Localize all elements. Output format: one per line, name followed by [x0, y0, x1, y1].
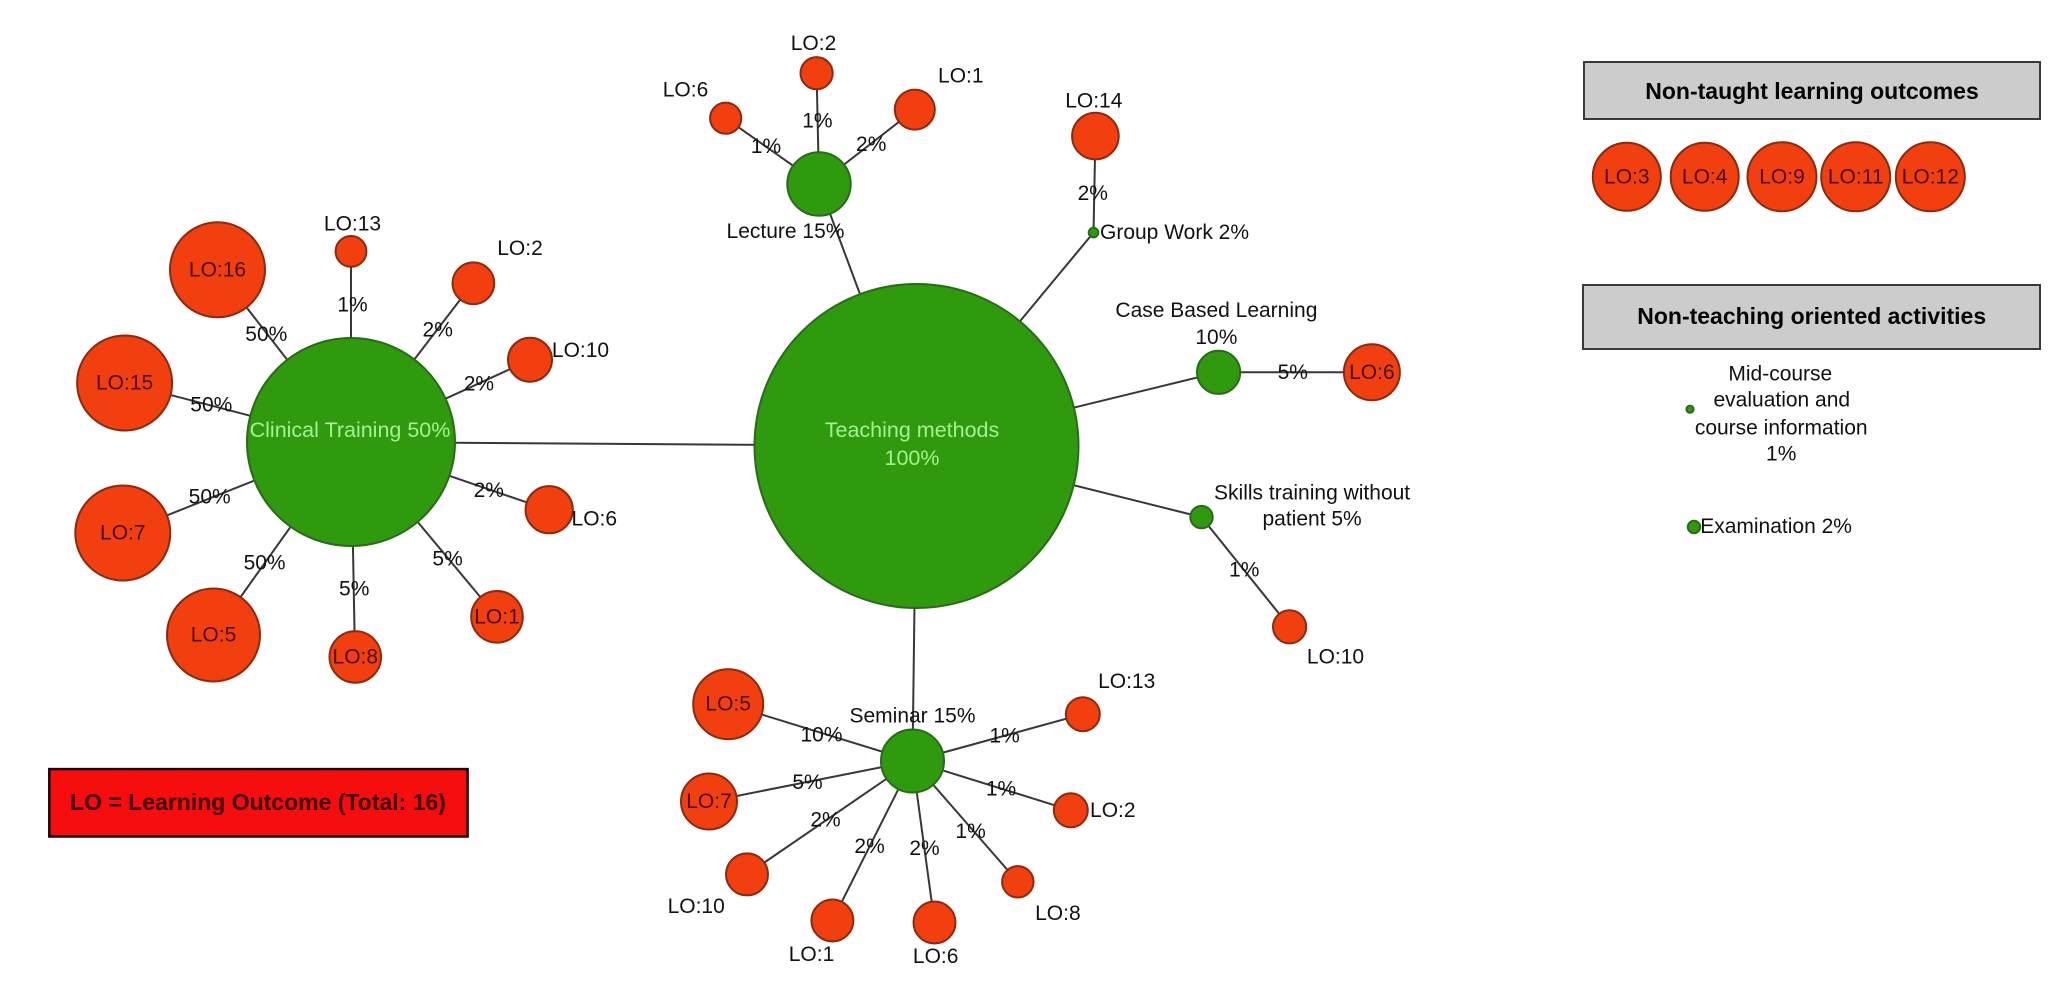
svg-text:1%: 1%: [955, 820, 985, 843]
svg-text:Examination 2%: Examination 2%: [1700, 515, 1852, 538]
svg-text:10%: 10%: [1195, 326, 1237, 349]
svg-text:Non-taught learning outcomes: Non-taught learning outcomes: [1645, 78, 1979, 104]
svg-text:LO:1: LO:1: [938, 64, 984, 87]
svg-text:LO:3: LO:3: [1604, 165, 1650, 188]
svg-text:LO:2: LO:2: [1090, 799, 1136, 822]
svg-text:LO:8: LO:8: [333, 645, 379, 668]
svg-text:2%: 2%: [464, 372, 494, 395]
svg-text:2%: 2%: [856, 133, 886, 156]
svg-text:LO:5: LO:5: [191, 624, 237, 647]
svg-text:1%: 1%: [337, 294, 367, 317]
svg-text:1%: 1%: [751, 135, 781, 158]
svg-text:course information: course information: [1695, 416, 1868, 439]
svg-text:LO:1: LO:1: [789, 943, 835, 966]
svg-text:Case Based Learning: Case Based Learning: [1115, 299, 1317, 322]
svg-text:1%: 1%: [989, 725, 1019, 748]
svg-text:LO:15: LO:15: [96, 372, 153, 395]
svg-text:Group Work 2%: Group Work 2%: [1100, 221, 1249, 244]
svg-text:1%: 1%: [986, 778, 1016, 801]
svg-text:LO:10: LO:10: [1307, 645, 1364, 668]
svg-text:LO:1: LO:1: [474, 605, 520, 628]
svg-text:LO:14: LO:14: [1065, 90, 1123, 113]
svg-text:LO:10: LO:10: [552, 339, 609, 362]
svg-text:LO:11: LO:11: [1828, 165, 1884, 188]
svg-text:LO:13: LO:13: [1098, 670, 1155, 693]
svg-text:50%: 50%: [244, 552, 286, 575]
svg-text:Lecture 15%: Lecture 15%: [727, 220, 845, 243]
svg-text:LO:5: LO:5: [705, 693, 751, 716]
svg-text:2%: 2%: [909, 837, 939, 860]
svg-text:LO:13: LO:13: [324, 213, 381, 236]
svg-text:Skills training without: Skills training without: [1214, 481, 1410, 504]
svg-text:2%: 2%: [810, 809, 840, 832]
svg-text:LO:9: LO:9: [1759, 165, 1805, 188]
svg-text:2%: 2%: [423, 319, 453, 342]
svg-text:LO:12: LO:12: [1902, 165, 1959, 188]
svg-text:1%: 1%: [1766, 443, 1796, 466]
svg-text:LO:6: LO:6: [663, 79, 709, 102]
svg-text:LO:8: LO:8: [1035, 902, 1081, 925]
svg-text:LO:6: LO:6: [1349, 361, 1395, 384]
svg-text:5%: 5%: [339, 577, 369, 600]
svg-text:LO:2: LO:2: [497, 237, 543, 260]
svg-text:5%: 5%: [792, 771, 822, 794]
svg-text:LO:16: LO:16: [189, 258, 246, 281]
svg-text:50%: 50%: [245, 323, 287, 346]
svg-text:2%: 2%: [1078, 182, 1108, 205]
svg-text:LO:7: LO:7: [100, 522, 146, 545]
svg-text:LO:7: LO:7: [686, 790, 732, 813]
svg-text:50%: 50%: [189, 486, 231, 509]
svg-text:1%: 1%: [802, 109, 832, 132]
svg-text:LO:6: LO:6: [913, 945, 959, 968]
svg-text:10%: 10%: [800, 724, 842, 747]
svg-text:50%: 50%: [190, 393, 232, 416]
svg-text:2%: 2%: [474, 479, 504, 502]
svg-text:evaluation and: evaluation and: [1713, 389, 1850, 412]
svg-text:Non-teaching oriented activiti: Non-teaching oriented activities: [1637, 303, 1986, 329]
svg-text:100%: 100%: [885, 446, 940, 470]
svg-text:LO:6: LO:6: [572, 508, 618, 531]
svg-text:LO = Learning Outcome (Total:: LO = Learning Outcome (Total: 16): [70, 789, 446, 815]
svg-text:2%: 2%: [854, 835, 884, 858]
svg-text:Clinical Training 50%: Clinical Training 50%: [250, 418, 451, 442]
svg-text:patient 5%: patient 5%: [1262, 507, 1361, 530]
svg-text:Teaching methods: Teaching methods: [825, 418, 1000, 442]
svg-text:Mid-course: Mid-course: [1728, 362, 1832, 385]
svg-text:LO:4: LO:4: [1682, 165, 1728, 188]
svg-text:1%: 1%: [1229, 559, 1259, 582]
svg-text:Seminar 15%: Seminar 15%: [849, 705, 975, 728]
svg-text:5%: 5%: [432, 548, 462, 571]
svg-text:LO:2: LO:2: [791, 32, 837, 55]
svg-text:LO:10: LO:10: [668, 895, 725, 918]
svg-text:5%: 5%: [1278, 361, 1308, 384]
